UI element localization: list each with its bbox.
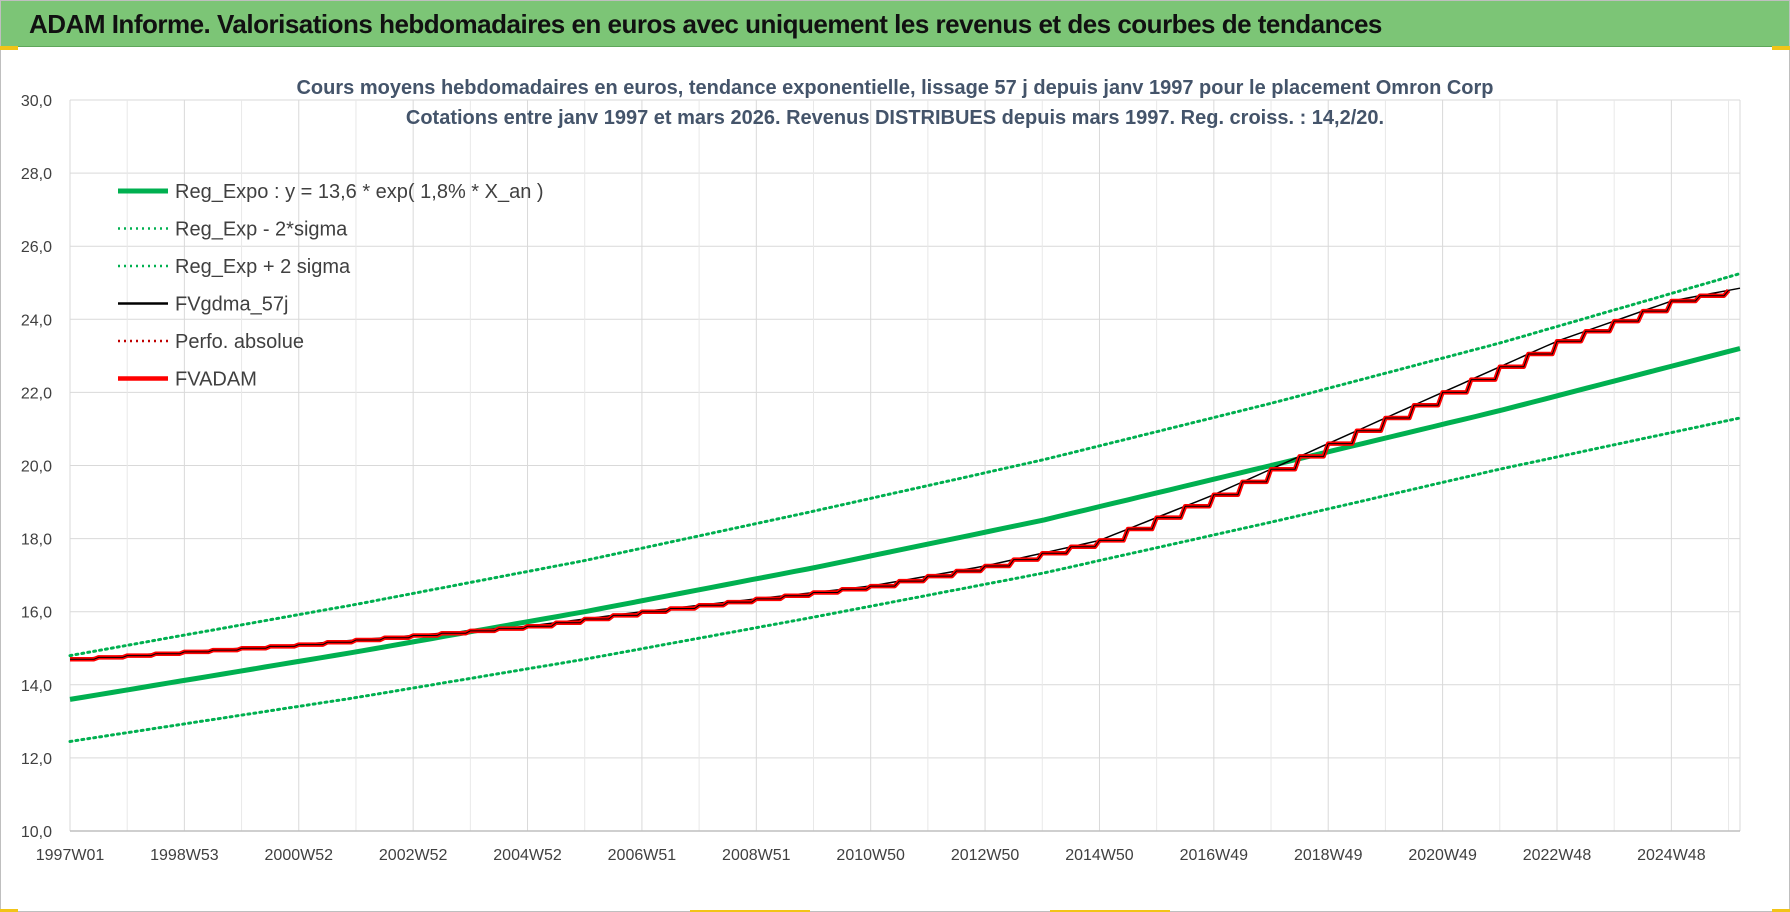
x-tick-label: 2008W51 xyxy=(722,847,791,864)
report-title: ADAM Informe. Valorisations hebdomadaire… xyxy=(29,9,1382,39)
chart-subtitle: Cotations entre janv 1997 et mars 2026. … xyxy=(406,107,1384,129)
x-tick-label: 2020W49 xyxy=(1408,847,1477,864)
chart-title: Cours moyens hebdomadaires en euros, ten… xyxy=(296,77,1493,99)
x-tick-label: 2016W49 xyxy=(1180,847,1249,864)
y-tick-label: 28,0 xyxy=(21,166,52,183)
series-line-3 xyxy=(69,287,1741,660)
y-tick-label: 20,0 xyxy=(21,459,52,476)
x-tick-label: 2024W48 xyxy=(1637,847,1706,864)
corner-marker-bottom-left xyxy=(0,909,18,912)
corner-marker-left xyxy=(0,46,18,50)
y-tick-label: 18,0 xyxy=(21,532,52,549)
x-tick-label: 1998W53 xyxy=(150,847,219,864)
x-tick-label: 1997W01 xyxy=(36,847,105,864)
series-line-0 xyxy=(69,346,1741,702)
y-tick-label: 14,0 xyxy=(21,678,52,695)
x-tick-label: 2004W52 xyxy=(493,847,562,864)
x-tick-label: 2010W50 xyxy=(836,847,905,864)
corner-marker-right xyxy=(1772,46,1790,50)
y-tick-label: 24,0 xyxy=(21,312,52,329)
y-tick-label: 16,0 xyxy=(21,605,52,622)
y-tick-label: 26,0 xyxy=(21,239,52,256)
x-tick-label: 2006W51 xyxy=(608,847,677,864)
series-line-1 xyxy=(68,416,1742,743)
x-tick-label: 2000W52 xyxy=(265,847,334,864)
legend-label: Reg_Expo : y = 13,6 * exp( 1,8% * X_an ) xyxy=(175,181,544,203)
x-tick-label: 2018W49 xyxy=(1294,847,1363,864)
series-line-2 xyxy=(68,272,1742,658)
x-tick-label: 2022W48 xyxy=(1523,847,1592,864)
y-tick-label: 22,0 xyxy=(21,385,52,402)
bottom-marker-2 xyxy=(1050,910,1170,912)
y-tick-label: 10,0 xyxy=(21,824,52,841)
legend-label: Reg_Exp + 2 sigma xyxy=(175,256,351,278)
corner-marker-bottom-right xyxy=(1772,909,1790,912)
legend-label: Perfo. absolue xyxy=(175,331,304,353)
legend-label: FVgdma_57j xyxy=(175,294,288,316)
bottom-marker-1 xyxy=(690,910,810,912)
report-header: ADAM Informe. Valorisations hebdomadaire… xyxy=(1,1,1789,47)
series-line-fvgdma-overlay xyxy=(70,290,1729,660)
x-tick-label: 2002W52 xyxy=(379,847,448,864)
x-tick-label: 2012W50 xyxy=(951,847,1020,864)
x-tick-label: 2014W50 xyxy=(1065,847,1134,864)
legend-label: FVADAM xyxy=(175,369,257,391)
legend-label: Reg_Exp - 2*sigma xyxy=(175,219,348,241)
y-tick-label: 12,0 xyxy=(21,751,52,768)
y-tick-label: 30,0 xyxy=(21,93,52,110)
